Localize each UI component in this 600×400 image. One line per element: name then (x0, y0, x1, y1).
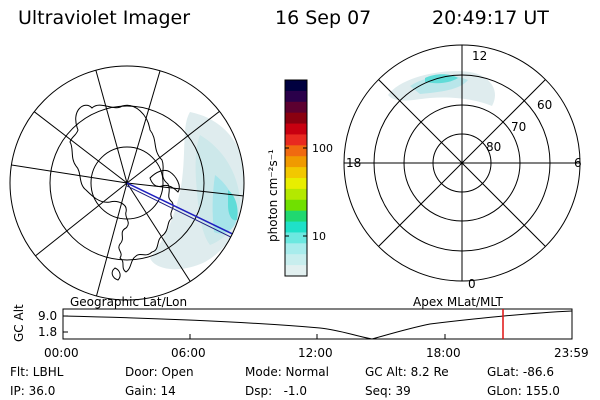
filter-status: Flt: LBHL (10, 365, 64, 379)
mlt-label-6: 6 (574, 156, 582, 170)
mlt-label-12: 12 (472, 49, 487, 63)
colorbar-segment (285, 221, 307, 233)
time-tick-1800: 18:00 (426, 346, 461, 360)
mlat-label-80: 80 (486, 140, 501, 154)
dsp-status: Dsp: -1.0 (245, 384, 308, 398)
ip-status: IP: 36.0 (10, 384, 56, 398)
colorbar-unit-label: photon cm⁻²s⁻¹ (266, 149, 280, 242)
gc-alt-status: GC Alt: 8.2 Re (365, 365, 449, 379)
gcalt-tick-9: 9.0 (38, 309, 57, 323)
colorbar-segment (285, 178, 307, 190)
geographic-panel-label: Geographic Lat/Lon (70, 295, 188, 309)
time-tick-1200: 12:00 (298, 346, 333, 360)
mlat-label-70: 70 (511, 120, 526, 134)
gcalt-axis-label: GC Alt (12, 304, 26, 342)
apex-panel-label: Apex MLat/MLT (413, 295, 503, 309)
colorbar-segment (285, 232, 307, 244)
time-tick-0600: 06:00 (171, 346, 206, 360)
colorbar-segment (285, 145, 307, 157)
colorbar-segment (285, 188, 307, 201)
seq-status: Seq: 39 (365, 384, 411, 398)
geographic-map (9, 65, 245, 301)
colorbar: 100 10 photon cm⁻²s⁻¹ (266, 79, 333, 277)
colorbar-gradient (285, 80, 307, 277)
map-border (9, 65, 245, 301)
mlt-label-0: 0 (468, 277, 476, 291)
colorbar-segment (285, 90, 307, 103)
colorbar-segment (285, 167, 307, 179)
colorbar-segment (285, 112, 307, 125)
colorbar-segment (285, 101, 307, 114)
colorbar-segment (285, 243, 307, 255)
instrument-title: Ultraviolet Imager (18, 7, 191, 29)
gcalt-tick-1-8: 1.8 (38, 325, 57, 339)
colorbar-tick-10: 10 (312, 230, 326, 243)
colorbar-segment (285, 80, 307, 92)
aurora-emission-right (388, 71, 496, 106)
glon-status: GLon: 155.0 (487, 384, 560, 398)
mlt-label-18: 18 (346, 156, 361, 170)
colorbar-segment (285, 199, 307, 212)
apex-polar-plot: 12 18 6 0 60 70 80 (343, 44, 582, 291)
mode-status: Mode: Normal (245, 365, 329, 379)
observation-date: 16 Sep 07 (275, 7, 372, 29)
door-status: Door: Open (125, 365, 194, 379)
altitude-timeline: 9.0 1.8 GC Alt (12, 304, 573, 342)
observation-time: 20:49:17 UT (432, 7, 549, 29)
colorbar-segment (285, 156, 307, 168)
glat-status: GLat: -86.6 (487, 365, 554, 379)
colorbar-segment (285, 210, 307, 223)
colorbar-tick-100: 100 (312, 142, 333, 155)
apex-grid (344, 45, 580, 281)
mlat-label-60: 60 (537, 98, 552, 112)
latlon-grid (10, 66, 244, 300)
time-tick-0000: 00:00 (44, 346, 79, 360)
colorbar-segment (285, 134, 307, 146)
colorbar-segment (285, 265, 307, 277)
colorbar-segment (285, 123, 307, 135)
time-tick-2359: 23:59 (554, 346, 589, 360)
colorbar-segment (285, 254, 307, 266)
gain-status: Gain: 14 (125, 384, 176, 398)
